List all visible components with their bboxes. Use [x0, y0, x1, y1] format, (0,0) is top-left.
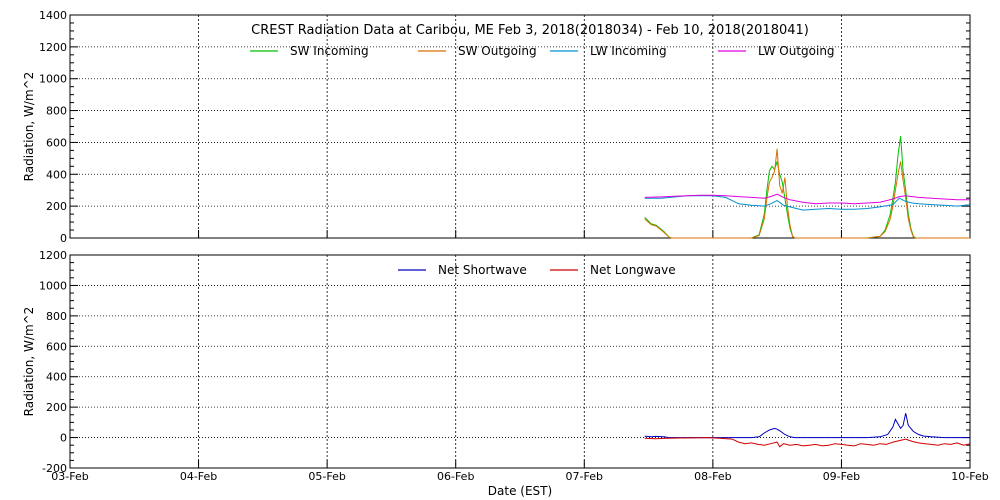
upper-panel: 0 200 400 600 800 1000 1200 1400 Radiation, W/m^…: [22, 9, 971, 245]
y-tick-label: 800: [46, 105, 67, 118]
series-line-0: [644, 136, 970, 239]
x-tick-label: 06-Feb: [437, 470, 474, 483]
y-tick-label: 400: [46, 371, 67, 384]
y-tick-label: 200: [46, 401, 67, 414]
lower-panel: -200 0 200 400 600 800 1000 1200 03-Feb 04-Feb 05-…: [22, 249, 989, 483]
legend-label: SW Outgoing: [458, 44, 537, 58]
legend-label: Net Shortwave: [438, 263, 527, 277]
x-tick-label: 08-Feb: [694, 470, 731, 483]
series-line-3: [644, 193, 970, 205]
x-tick-label: 03-Feb: [51, 470, 88, 483]
y-tick-label: 200: [46, 200, 67, 213]
y-tick-label: 1400: [39, 9, 67, 22]
y-tick-label: 1200: [39, 41, 67, 54]
y-tick-label: 400: [46, 168, 67, 181]
x-tick-label: 05-Feb: [308, 470, 345, 483]
y-axis-title: Radiation, W/m^2: [22, 307, 36, 417]
x-axis-title: Date (EST): [488, 484, 552, 498]
x-tick-label: 04-Feb: [180, 470, 217, 483]
x-tick-label: 10-Feb: [951, 470, 988, 483]
y-tick-label: 600: [46, 340, 67, 353]
x-tick-label: 07-Feb: [566, 470, 603, 483]
legend-label: LW Incoming: [590, 44, 667, 58]
y-tick-label: 0: [60, 432, 67, 445]
y-tick-label: 800: [46, 310, 67, 323]
y-tick-label: 1000: [39, 73, 67, 86]
y-tick-label: 600: [46, 136, 67, 149]
y-axis-title: Radiation, W/m^2: [22, 72, 36, 182]
chart-title: CREST Radiation Data at Caribou, ME Feb …: [251, 23, 809, 38]
legend-label: SW Incoming: [290, 44, 369, 58]
series-line-0: [644, 413, 970, 439]
plot-frame: [69, 254, 971, 469]
series-line-1: [644, 437, 971, 448]
x-tick-label: 09-Feb: [823, 470, 860, 483]
series-line-1: [644, 148, 970, 239]
legend-label: Net Longwave: [590, 263, 676, 277]
y-tick-label: 0: [60, 232, 67, 245]
series-line-2: [644, 195, 971, 211]
y-tick-label: -200: [42, 462, 67, 475]
legend-label: LW Outgoing: [758, 44, 835, 58]
y-tick-label: 1200: [39, 249, 67, 262]
y-tick-label: 1000: [39, 279, 67, 292]
